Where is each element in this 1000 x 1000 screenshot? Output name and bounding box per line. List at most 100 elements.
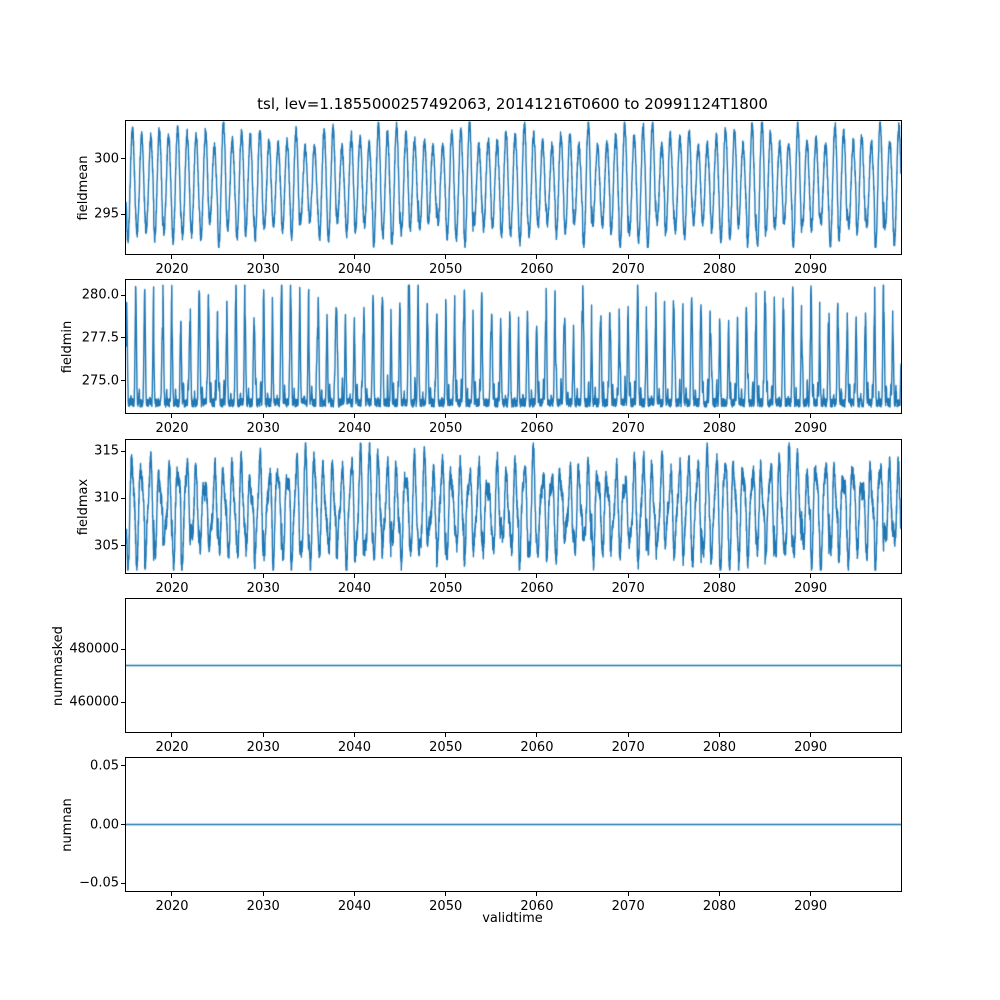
- y-tick-mark: [121, 824, 125, 825]
- subplot-nummasked: 2020 2030 2040 2050 2060 2070 2080 2090 460000 48…: [51, 598, 902, 755]
- x-tick-mark: [627, 414, 629, 418]
- x-tick-label: 2090: [794, 421, 828, 436]
- plot-line-canvas-fieldmin: [126, 280, 901, 413]
- x-tick-mark: [627, 574, 629, 578]
- x-tick-label: 2050: [429, 740, 463, 755]
- x-tick-mark: [445, 255, 447, 259]
- y-tick-mark: [121, 701, 125, 703]
- x-tick-label: 2090: [794, 581, 828, 596]
- y-tick-label: 315: [94, 443, 119, 459]
- y-tick-label: −0.05: [79, 875, 119, 891]
- x-tick-label: 2040: [337, 581, 371, 596]
- x-tick-mark: [627, 255, 629, 259]
- y-tick-mark: [121, 648, 125, 650]
- x-tick-mark: [810, 414, 812, 418]
- x-tick-label: 2030: [246, 581, 280, 596]
- x-tick-label: 2050: [429, 262, 463, 277]
- x-tick-label: 2050: [429, 581, 463, 596]
- x-tick-label: 2090: [794, 740, 828, 755]
- x-tick-mark: [171, 892, 173, 896]
- y-axis-label-nummasked: nummasked: [51, 625, 67, 706]
- y-tick-label: 305: [94, 538, 119, 554]
- x-tick-label: 2060: [520, 421, 554, 436]
- x-tick-mark: [353, 414, 355, 418]
- subplot-fieldmax: 2020 2030 2040 2050 2060 2070 2080 2090 305 310 31…: [76, 439, 902, 596]
- y-tick-label: 280.0: [81, 287, 119, 303]
- subplot-fieldmean: 2020 2030 2040 2050 2060 2070 2080 2090 295 300 fi…: [76, 120, 902, 277]
- x-tick-label: 2060: [520, 262, 554, 277]
- x-tick-mark: [810, 892, 812, 896]
- x-tick-mark: [445, 414, 447, 418]
- x-tick-label: 2030: [246, 899, 280, 914]
- x-tick-mark: [171, 414, 173, 418]
- y-tick-label: 295: [94, 206, 119, 222]
- plot-line-canvas-numnan: [126, 758, 901, 891]
- y-axis-label-fieldmin: fieldmin: [59, 320, 75, 373]
- x-tick-label: 2040: [337, 262, 371, 277]
- subplot-numnan: 2020 2030 2040 2050 2060 2070 2080 2090 −0.05 0.0…: [60, 757, 902, 914]
- x-tick-label: 2050: [429, 421, 463, 436]
- x-tick-label: 2090: [794, 262, 828, 277]
- plot-line-canvas-fieldmax: [126, 440, 901, 573]
- y-tick-label: 300: [94, 151, 119, 167]
- x-tick-label: 2020: [155, 899, 189, 914]
- x-tick-label: 2080: [702, 581, 736, 596]
- y-axis-label-fieldmean: fieldmean: [76, 155, 92, 220]
- x-tick-label: 2080: [702, 262, 736, 277]
- x-tick-mark: [171, 255, 173, 259]
- y-tick-mark: [121, 380, 125, 382]
- y-tick-mark: [121, 545, 125, 547]
- x-tick-mark: [445, 733, 447, 737]
- y-tick-label: 480000: [69, 641, 119, 657]
- x-tick-label: 2060: [520, 740, 554, 755]
- x-tick-mark: [353, 733, 355, 737]
- x-tick-label: 2030: [246, 421, 280, 436]
- x-tick-mark: [718, 255, 720, 259]
- x-tick-label: 2040: [337, 740, 371, 755]
- x-tick-label: 2020: [155, 740, 189, 755]
- x-tick-label: 2020: [155, 581, 189, 596]
- y-tick-mark: [121, 213, 125, 215]
- y-tick-label: 275.0: [81, 373, 119, 389]
- y-tick-mark: [121, 882, 125, 884]
- x-tick-label: 2030: [246, 740, 280, 755]
- x-tick-mark: [262, 255, 264, 259]
- x-tick-label: 2070: [611, 899, 645, 914]
- y-tick-mark: [121, 765, 125, 767]
- x-tick-label: 2040: [337, 421, 371, 436]
- chart-title: tsl, lev=1.1855000257492063, 20141216T06…: [257, 95, 768, 113]
- x-tick-mark: [445, 892, 447, 896]
- y-tick-mark: [121, 497, 125, 499]
- x-tick-label: 2080: [702, 421, 736, 436]
- x-tick-label: 2060: [520, 581, 554, 596]
- subplot-fieldmin: 2020 2030 2040 2050 2060 2070 2080 2090 275.0 277…: [60, 279, 902, 436]
- x-tick-label: 2070: [611, 421, 645, 436]
- x-tick-mark: [718, 414, 720, 418]
- x-tick-label: 2080: [702, 740, 736, 755]
- x-tick-label: 2040: [337, 899, 371, 914]
- x-tick-label: 2050: [429, 899, 463, 914]
- y-tick-label: 0.05: [90, 758, 119, 774]
- x-tick-mark: [810, 574, 812, 578]
- x-tick-mark: [536, 255, 538, 259]
- x-tick-mark: [718, 574, 720, 578]
- y-tick-mark: [121, 450, 125, 452]
- y-tick-mark: [121, 294, 125, 296]
- x-tick-label: 2090: [794, 899, 828, 914]
- x-tick-label: 2060: [520, 899, 554, 914]
- x-tick-mark: [627, 892, 629, 896]
- y-tick-mark: [121, 158, 125, 160]
- x-tick-label: 2070: [611, 581, 645, 596]
- x-tick-mark: [718, 892, 720, 896]
- plot-line-canvas-nummasked: [126, 599, 901, 732]
- y-tick-mark: [121, 337, 125, 339]
- x-tick-label: 2080: [702, 899, 736, 914]
- x-tick-mark: [536, 733, 538, 737]
- y-tick-label: 310: [94, 490, 119, 506]
- x-tick-mark: [353, 574, 355, 578]
- x-tick-label: 2020: [155, 262, 189, 277]
- x-tick-mark: [171, 574, 173, 578]
- x-tick-mark: [810, 733, 812, 737]
- y-tick-label: 0.00: [90, 817, 119, 832]
